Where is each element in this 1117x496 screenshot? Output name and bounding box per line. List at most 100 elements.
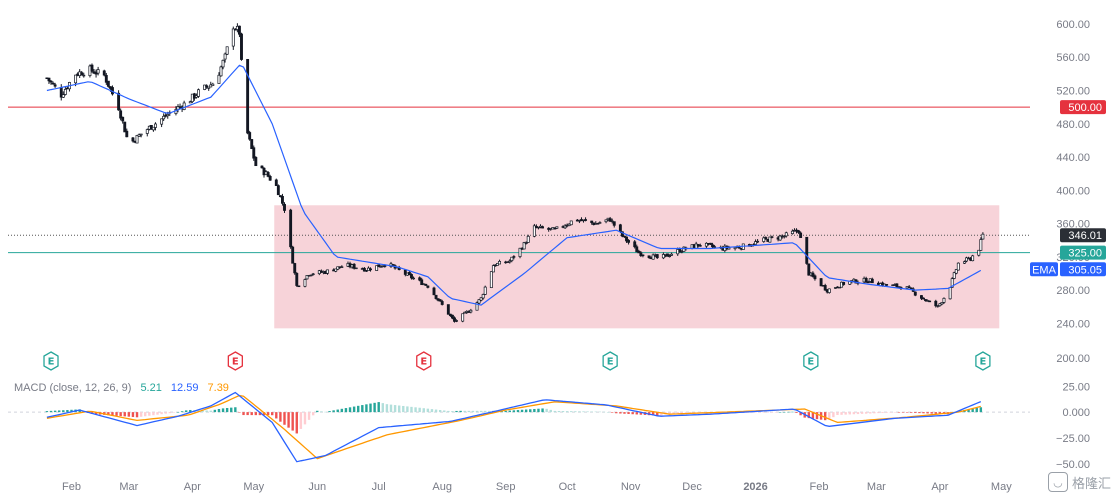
candle-body <box>608 218 612 222</box>
macd-histogram-bar <box>459 410 462 413</box>
candle <box>709 242 712 245</box>
earnings-label: E <box>48 357 55 368</box>
macd-histogram-bar <box>434 409 438 413</box>
candle <box>895 283 899 289</box>
macd-histogram-bar <box>541 408 544 413</box>
macd-histogram-bar <box>975 407 978 413</box>
macd-histogram-bar <box>791 411 794 413</box>
candle-body <box>870 278 874 284</box>
macd-histogram-bar <box>758 412 761 413</box>
candle <box>49 80 53 85</box>
candle <box>450 314 454 320</box>
earnings-marker-beat[interactable]: E <box>602 351 618 371</box>
candle-body <box>297 285 301 288</box>
macd-histogram-bar <box>344 408 348 413</box>
candle <box>870 277 874 284</box>
candle-body <box>432 287 436 296</box>
candle <box>563 224 567 230</box>
macd-histogram-bar <box>418 407 421 413</box>
candle <box>477 299 481 305</box>
candle-body <box>670 253 674 256</box>
candle-body <box>211 83 215 86</box>
candle-body <box>913 291 917 296</box>
earnings-marker-miss[interactable]: E <box>416 351 432 371</box>
candle <box>661 252 665 260</box>
candle-body <box>104 75 108 83</box>
macd-tick-label: 25.00 <box>1062 381 1090 393</box>
candle <box>135 134 139 144</box>
candle <box>666 253 669 257</box>
candle-body <box>151 126 155 131</box>
candle <box>842 281 846 286</box>
candle-body <box>813 275 817 280</box>
macd-histogram-bar <box>774 412 778 413</box>
candle <box>182 100 186 111</box>
macd-histogram-bar <box>967 409 970 413</box>
earnings-marker-miss[interactable]: E <box>227 351 243 371</box>
candle-body <box>424 283 428 286</box>
candle-body <box>754 241 758 245</box>
candle-body <box>305 275 309 280</box>
candle <box>823 283 827 291</box>
earnings-marker-neutral[interactable]: E <box>43 351 59 371</box>
candle-body <box>53 84 57 87</box>
candle <box>522 241 526 250</box>
candle <box>526 234 530 243</box>
candle <box>510 256 514 263</box>
candle-body <box>336 266 340 270</box>
candle <box>248 130 252 141</box>
macd-histogram-bar <box>520 409 524 413</box>
candle <box>309 274 313 277</box>
candle-body <box>963 261 966 264</box>
candle-body <box>637 250 641 254</box>
candle <box>942 297 946 304</box>
macd-histogram-bar <box>58 410 61 413</box>
macd-histogram-bar <box>205 410 208 413</box>
macd-histogram-bar <box>877 412 880 414</box>
candle-body <box>295 273 299 286</box>
candle-body <box>907 286 911 288</box>
candle-body <box>979 239 983 251</box>
macd-histogram-bar <box>610 412 614 413</box>
time-tick-label: Mar <box>867 481 886 493</box>
candle <box>260 165 264 169</box>
candle <box>651 253 655 260</box>
macd-histogram-bar <box>62 410 65 413</box>
candle-body <box>604 219 608 223</box>
earnings-marker-beat[interactable]: E <box>803 351 819 371</box>
candle <box>151 126 155 132</box>
macd-tick-label: −25.00 <box>1056 433 1090 445</box>
macd-histogram-bar <box>840 412 843 415</box>
macd-histogram-bar <box>402 405 405 413</box>
earnings-marker-beat[interactable]: E <box>975 351 991 371</box>
macd-histogram-bar <box>672 412 675 414</box>
candle-body <box>51 82 55 85</box>
price-tag-resistance: 500.00 <box>1060 100 1106 115</box>
candle-body <box>965 257 968 262</box>
candle-body <box>827 288 831 293</box>
macd-histogram-bar <box>488 410 491 413</box>
candle-body <box>483 286 487 295</box>
candle <box>584 217 588 222</box>
time-tick-label: Oct <box>559 481 576 493</box>
macd-histogram-bar <box>168 412 171 414</box>
candle <box>197 88 200 98</box>
candle-body <box>461 313 465 322</box>
macd-histogram-bar <box>275 412 278 419</box>
macd-histogram-bar <box>770 412 774 413</box>
candle <box>907 285 911 289</box>
candle-body <box>455 320 458 322</box>
macd-histogram-bar <box>361 405 364 413</box>
candle-body <box>137 134 141 137</box>
candle-body <box>954 269 958 274</box>
earnings-icon <box>602 351 618 371</box>
candle <box>508 259 512 264</box>
macd-histogram-bar <box>123 412 126 417</box>
candle <box>240 32 243 61</box>
candle <box>790 229 794 235</box>
macd-histogram-bar <box>328 411 331 413</box>
macd-histogram-bar <box>299 412 303 429</box>
candle-body <box>698 245 702 247</box>
